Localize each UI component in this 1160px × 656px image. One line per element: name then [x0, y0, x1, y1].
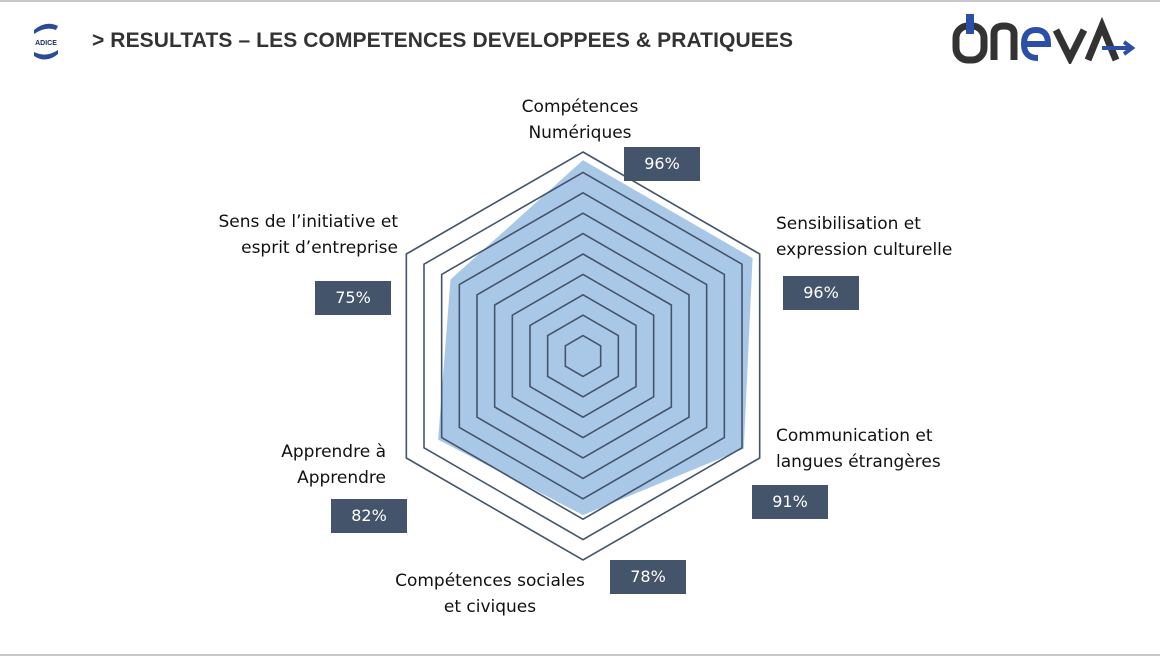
value-label-3: 78% [610, 560, 686, 594]
axis-label-0: Compétences Numériques [521, 97, 639, 143]
grid-ring-4 [511, 273, 655, 439]
value-label-4: 82% [331, 499, 407, 533]
axis-label-3: Compétences sociales et civiques [395, 571, 585, 617]
value-label-0: 96% [624, 147, 700, 181]
grid-ring-2 [546, 314, 620, 398]
page-title: > RESULTATS – LES COMPETENCES DEVELOPPEE… [92, 29, 794, 52]
oneva-logo [952, 14, 1136, 64]
value-label-1: 96% [783, 276, 859, 310]
value-label-5: 75% [315, 281, 391, 315]
axis-label-2: Communication et langues étrangères [776, 426, 941, 472]
grid-ring-10 [405, 151, 761, 561]
grid-ring-8 [440, 191, 726, 521]
axis-label-1: Sensibilisation et expression culturelle [776, 214, 953, 260]
value-label-2: 91% [752, 485, 828, 519]
adice-logo: ADICE [34, 23, 58, 60]
grid-ring-6 [476, 232, 690, 480]
axis-label-4: Apprendre à Apprendre [281, 442, 386, 488]
axis-label-5: Sens de l’initiative et esprit d’entrepri… [218, 212, 398, 258]
grid-ring-9 [423, 171, 743, 541]
svg-text:ADICE: ADICE [35, 40, 57, 47]
grid-ring-1 [564, 334, 602, 378]
grid-ring-3 [529, 293, 637, 419]
grid-ring-5 [493, 253, 673, 459]
grid-ring-7 [458, 212, 708, 500]
